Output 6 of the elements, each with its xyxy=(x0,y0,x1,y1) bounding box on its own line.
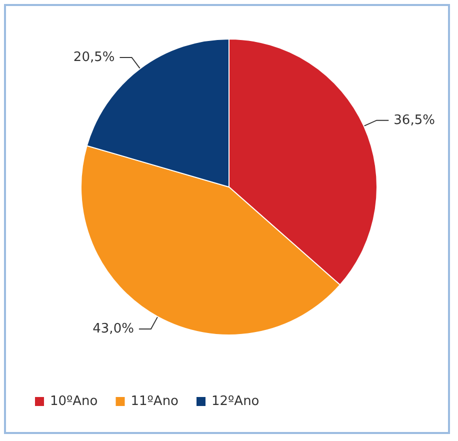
legend-label: 10ºAno xyxy=(50,394,98,409)
data-label: 43,0% xyxy=(92,321,134,336)
data-label: 20,5% xyxy=(73,50,115,65)
data-label: 36,5% xyxy=(394,112,435,128)
legend-label: 11ºAno xyxy=(130,394,179,409)
legend-label: 12ºAno xyxy=(212,394,260,409)
